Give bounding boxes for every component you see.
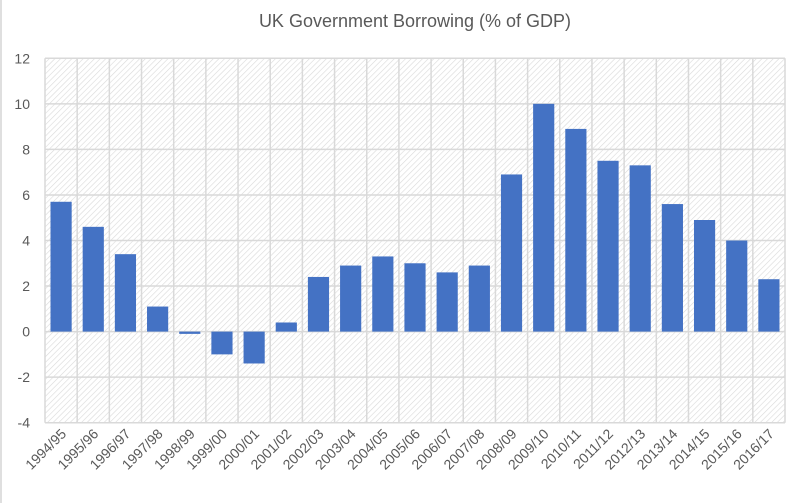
bar-2008/09 — [500, 174, 523, 332]
bar-2007/08 — [468, 265, 490, 332]
bars — [50, 103, 780, 364]
bar-2001/02 — [275, 322, 297, 332]
y-axis-ticks: 12 10 8 6 4 2 0 -2 -4 — [14, 50, 30, 430]
bar-1998/99 — [179, 331, 201, 334]
y-tick-label: 0 — [22, 324, 30, 340]
bar-2010/11 — [565, 128, 587, 332]
chart-title: UK Government Borrowing (% of GDP) — [259, 11, 571, 31]
bar-2004/05 — [372, 256, 394, 332]
y-tick-label: -4 — [18, 415, 31, 431]
bar-1995/96 — [82, 226, 104, 332]
y-tick-label: 12 — [14, 50, 30, 66]
bar-1994/95 — [50, 201, 72, 332]
y-tick-label: 2 — [22, 278, 30, 294]
bar-2016/17 — [758, 279, 780, 332]
y-tick-label: 10 — [14, 96, 30, 112]
bar-2011/12 — [597, 160, 619, 332]
bar-2013/14 — [661, 204, 683, 332]
y-tick-label: -2 — [18, 369, 31, 385]
y-tick-label: 4 — [22, 233, 30, 249]
y-tick-label: 6 — [22, 187, 30, 203]
bar-2012/13 — [629, 165, 651, 332]
bar-2003/04 — [340, 265, 362, 332]
y-tick-label: 8 — [22, 141, 30, 157]
bar-2000/01 — [243, 331, 265, 364]
bar-2002/03 — [307, 276, 330, 332]
gridlines — [44, 57, 786, 424]
x-axis-ticks: 1994/951995/961996/971997/981998/991999/… — [22, 425, 777, 472]
bar-2014/15 — [693, 220, 716, 332]
bar-2015/16 — [726, 240, 748, 332]
bar-1999/00 — [211, 331, 233, 355]
bar-1997/98 — [147, 306, 169, 332]
bar-2009/10 — [533, 103, 555, 332]
bar-1996/97 — [114, 254, 137, 332]
bar-2006/07 — [436, 272, 458, 332]
bar-2005/06 — [404, 263, 426, 332]
